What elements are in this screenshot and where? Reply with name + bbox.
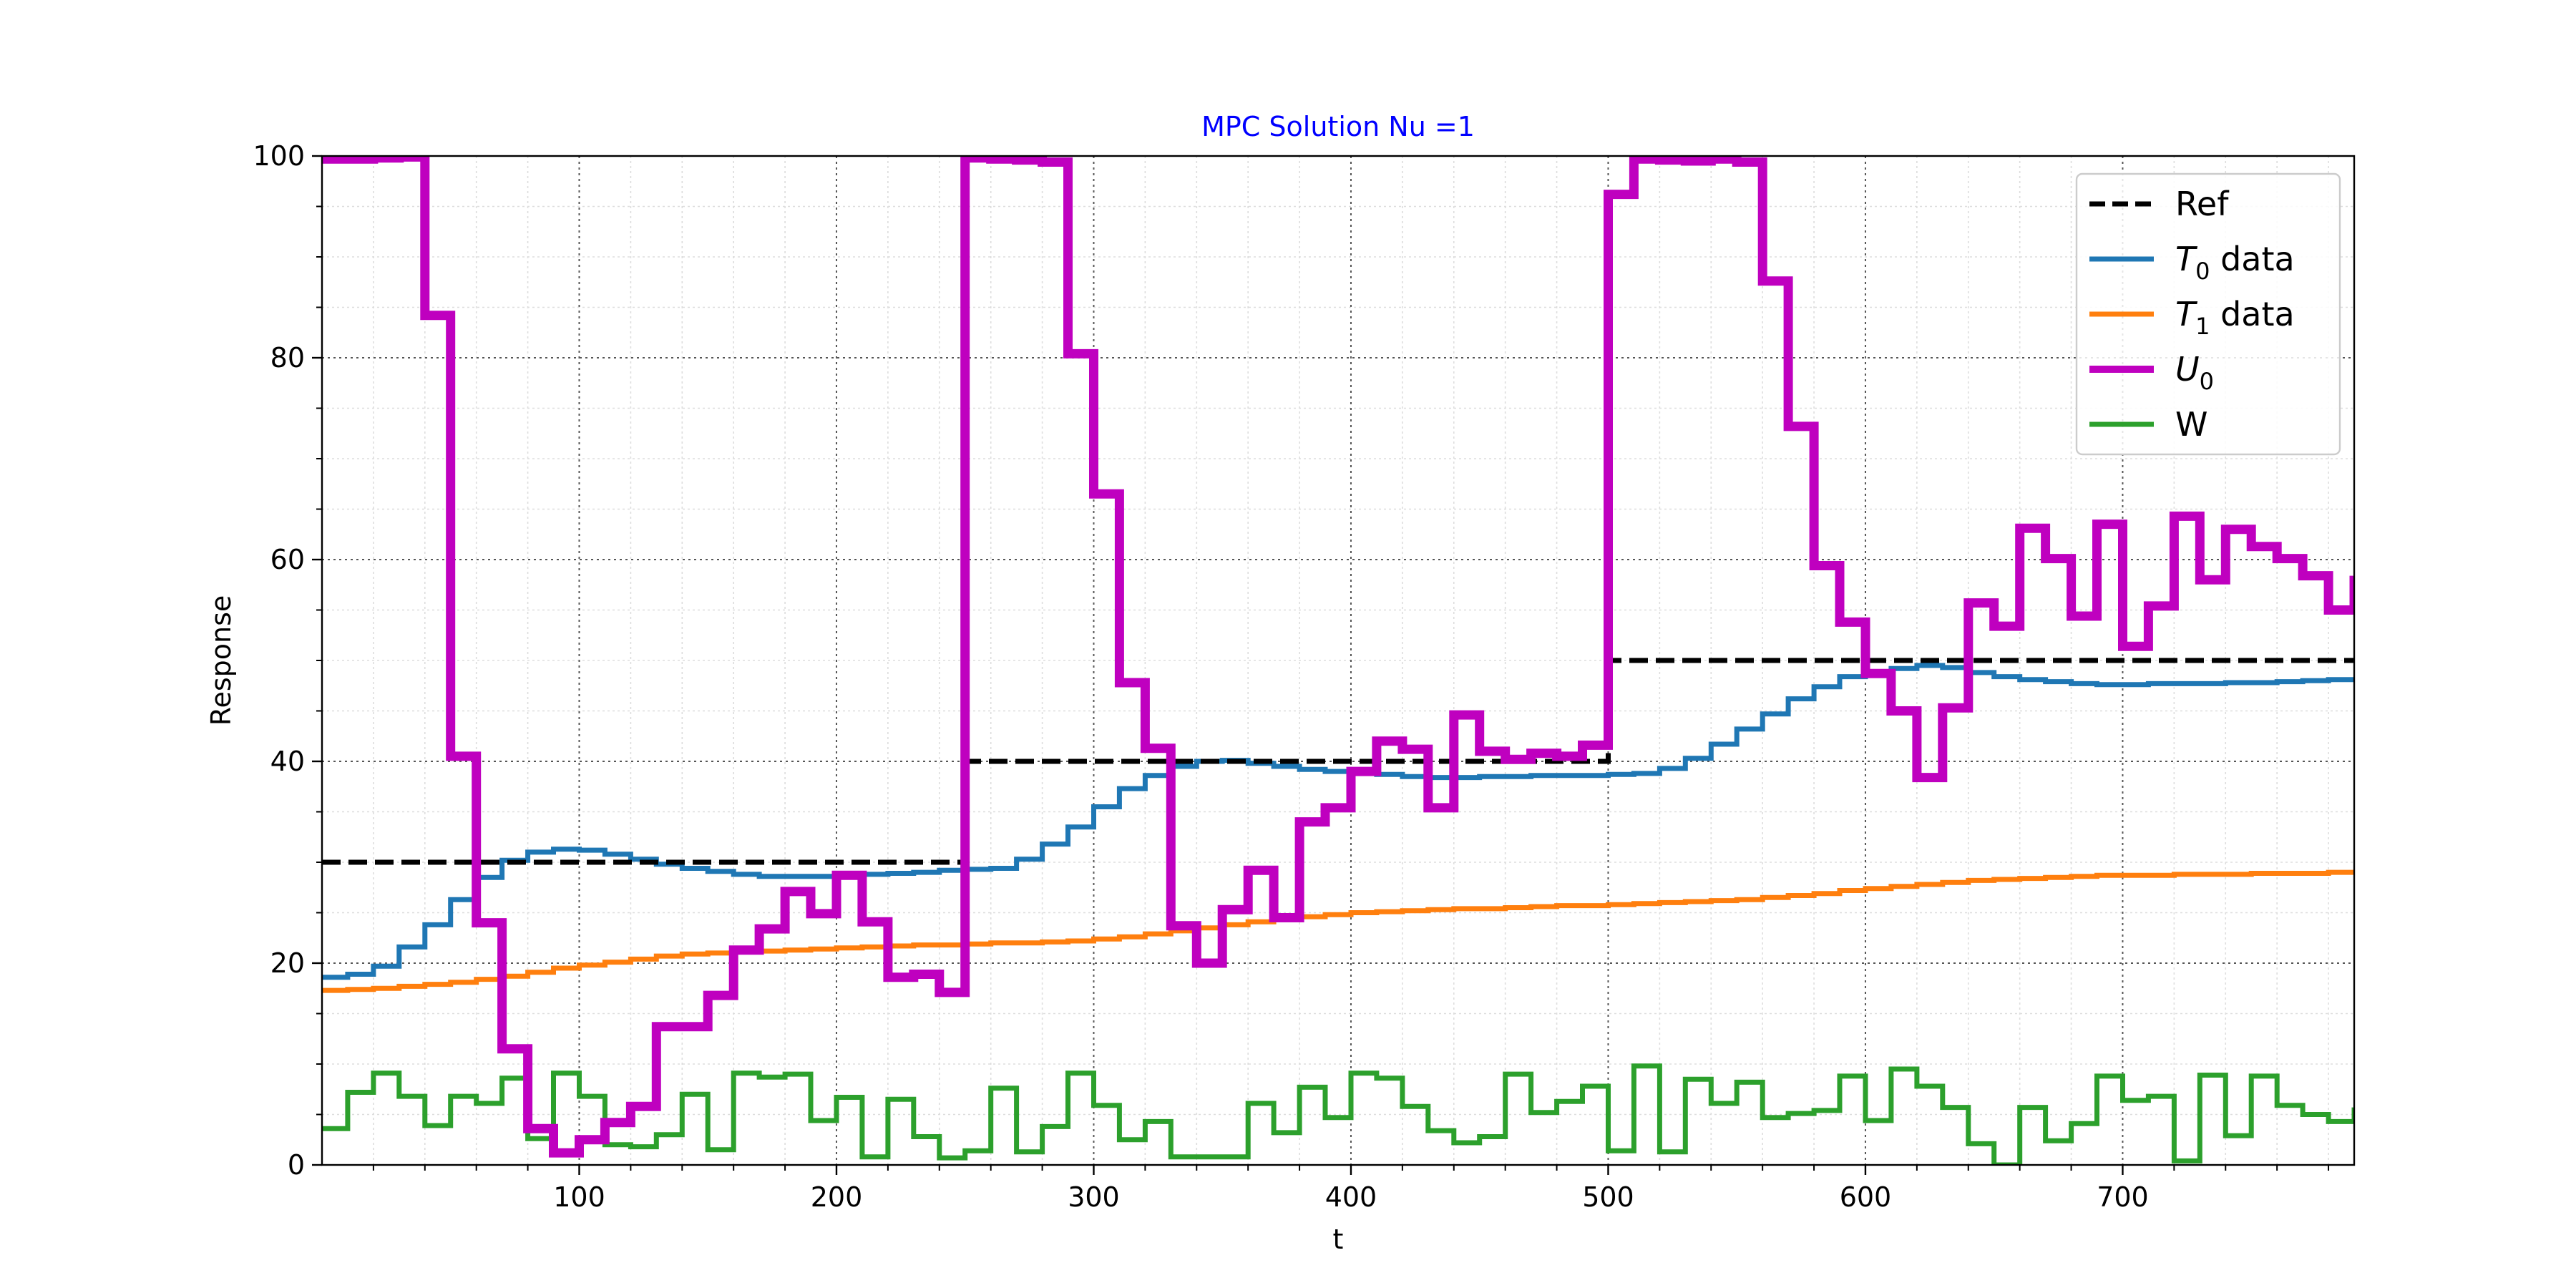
x-tick-label: 500: [1582, 1181, 1634, 1213]
legend-label-t0-data: T0 data: [2175, 240, 2295, 285]
axis-ticks: [312, 155, 2330, 1175]
legend-label-w: W: [2175, 405, 2207, 444]
x-axis-label: t: [1333, 1224, 1344, 1255]
tick-labels: 100 200 300 400 500 600 700 0 20 40 60 80 100: [253, 140, 2148, 1213]
y-tick-label: 20: [270, 947, 305, 979]
x-tick-label: 100: [553, 1181, 605, 1213]
y-axis-label: Response: [205, 595, 237, 726]
legend-label-u0: U0: [2175, 350, 2214, 395]
series-line-w: [322, 1063, 2354, 1165]
legend: Ref T0 data T1 data U0 W: [2075, 172, 2341, 456]
legend-label-t1-data: T1 data: [2175, 295, 2295, 340]
series-line-u0: [322, 156, 2354, 1158]
y-tick-label: 40: [270, 746, 305, 777]
y-tick-label: 0: [288, 1149, 305, 1181]
y-tick-label: 100: [253, 140, 305, 172]
y-tick-label: 60: [270, 544, 305, 575]
x-tick-label: 300: [1068, 1181, 1120, 1213]
x-tick-label: 200: [811, 1181, 863, 1213]
legend-box: [2075, 172, 2341, 456]
x-tick-label: 600: [1840, 1181, 1892, 1213]
x-tick-label: 400: [1325, 1181, 1377, 1213]
series-line-ref: [322, 658, 2354, 865]
series-line-t0-data: [322, 663, 2354, 980]
x-tick-label: 700: [2097, 1181, 2149, 1213]
series-layer: [322, 156, 2354, 1165]
y-tick-label: 80: [270, 342, 305, 374]
legend-label-ref: Ref: [2175, 185, 2230, 223]
chart-title: MPC Solution Nu =1: [1201, 111, 1475, 142]
